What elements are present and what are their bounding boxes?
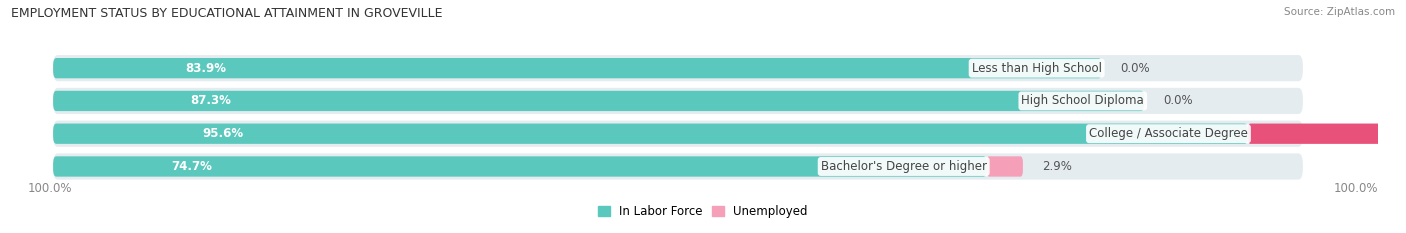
Text: 100.0%: 100.0% [28,182,73,195]
Text: High School Diploma: High School Diploma [1021,94,1144,107]
Text: EMPLOYMENT STATUS BY EDUCATIONAL ATTAINMENT IN GROVEVILLE: EMPLOYMENT STATUS BY EDUCATIONAL ATTAINM… [11,7,443,20]
Text: 0.0%: 0.0% [1121,62,1150,75]
Text: 74.7%: 74.7% [172,160,212,173]
FancyBboxPatch shape [53,156,987,177]
FancyBboxPatch shape [53,58,1102,78]
Legend: In Labor Force, Unemployed: In Labor Force, Unemployed [598,205,808,218]
FancyBboxPatch shape [53,88,1303,114]
Text: 83.9%: 83.9% [186,62,226,75]
Text: 0.0%: 0.0% [1163,94,1192,107]
Text: 95.6%: 95.6% [202,127,243,140]
FancyBboxPatch shape [1249,123,1406,144]
FancyBboxPatch shape [987,156,1024,177]
Text: College / Associate Degree: College / Associate Degree [1090,127,1249,140]
Text: 87.3%: 87.3% [190,94,231,107]
Text: 100.0%: 100.0% [1333,182,1378,195]
Text: Less than High School: Less than High School [972,62,1102,75]
Text: Source: ZipAtlas.com: Source: ZipAtlas.com [1284,7,1395,17]
FancyBboxPatch shape [53,91,1144,111]
FancyBboxPatch shape [53,55,1303,81]
FancyBboxPatch shape [53,123,1249,144]
FancyBboxPatch shape [53,121,1303,147]
Text: 2.9%: 2.9% [1042,160,1071,173]
FancyBboxPatch shape [53,153,1303,180]
Text: Bachelor's Degree or higher: Bachelor's Degree or higher [821,160,987,173]
